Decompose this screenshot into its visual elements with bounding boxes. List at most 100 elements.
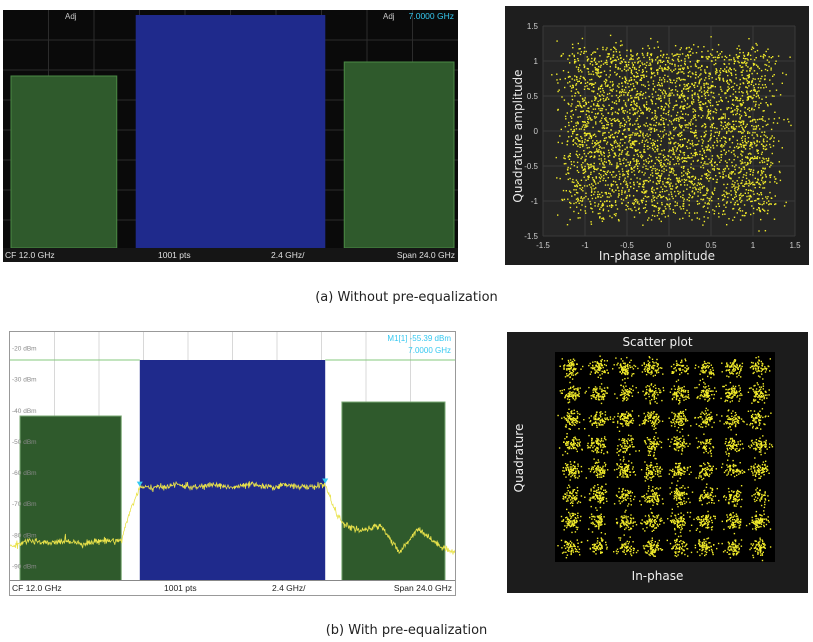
scatter-point [594,142,596,144]
scatter-point [732,113,734,116]
scatter-point [736,47,738,50]
scatter-point [617,112,619,115]
scatter-point [607,53,609,55]
scatter-point [769,143,771,146]
scatter-point [712,465,714,468]
scatter-point [703,216,705,218]
scatter-point [703,46,705,48]
scatter-point [739,389,741,391]
scatter-point [588,151,591,153]
scatter-point [668,134,670,136]
scatter-point [678,544,680,546]
scatter-point [632,541,634,543]
scatter-point [637,201,639,203]
scatter-point [652,204,654,206]
scatter-point [604,166,606,168]
scatter-point [680,420,682,422]
scatter-point [621,85,624,87]
scatter-point [575,153,577,155]
scatter-point [628,423,630,425]
scatter-point [736,145,738,148]
scatter-point [737,131,740,133]
scatter-point [747,66,749,68]
scatter-point [766,212,769,215]
scatter-point [704,546,706,548]
scatter-point [672,59,675,62]
scatter-point [761,197,764,200]
scatter-point [609,69,611,72]
scatter-point [721,56,723,58]
scatter-point [683,83,685,86]
scatter-point [599,212,601,215]
scatter-point [618,92,621,94]
scatter-point [657,207,660,209]
scatter-point [643,186,645,188]
scatter-point [691,83,693,86]
scatter-point [634,474,637,476]
scatter-point [726,89,728,91]
scatter-point [752,131,754,134]
scatter-point [610,184,612,186]
scatter-point [579,95,582,97]
scatter-point [579,217,581,219]
scatter-point [669,184,671,186]
scatter-point [628,129,630,131]
scatter-point [575,191,578,194]
scatter-point [700,78,703,80]
scatter-point [628,141,630,143]
scatter-point [746,58,748,60]
scatter-point [569,428,571,430]
scatter-point [579,103,581,105]
scatter-point [572,178,574,181]
scatter-point [622,544,624,546]
scatter-point [731,389,733,391]
scatter-point [731,437,733,440]
scatter-point [669,62,671,65]
scatter-point [763,87,765,89]
scatter-point [633,170,635,172]
scatter-point [600,419,603,421]
scatter-point [712,122,715,125]
scatter-point [593,493,595,495]
scatter-point [748,85,750,87]
scatter-point [640,94,642,96]
scatter-point [647,52,649,54]
scatter-point [708,111,711,113]
scatter-point [763,510,765,512]
scatter-point [632,107,635,109]
scatter-point [625,204,627,206]
scatter-point [686,174,688,176]
scatter-point [686,172,689,175]
scatter-point [583,50,586,53]
scatter-point [667,111,669,114]
scatter-point [568,75,570,78]
scatter-point [567,76,570,78]
scatter-point [698,60,700,62]
scatter-point [768,200,770,202]
scatter-point [698,81,700,84]
scatter-point [679,494,681,497]
scatter-point [720,99,722,101]
scatter-point [681,67,684,69]
scatter-point [621,193,623,195]
scatter-point [658,194,661,196]
scatter-point [561,142,563,144]
scatter-point [751,544,754,547]
scatter-point [674,544,677,546]
scatter-point [594,191,596,193]
scatter-point [592,179,594,181]
scatter-point [732,547,735,549]
scatter-point [633,79,636,81]
scatter-point [759,393,762,395]
scatter-point [660,54,662,57]
scatter-point [573,55,575,58]
scatter-point [701,95,703,97]
scatter-point [638,135,641,137]
scatter-point [742,146,745,148]
scatter-point [600,158,602,160]
scatter-point [734,191,737,193]
scatter-point [770,57,772,59]
scatter-point [602,467,604,469]
scatter-point [743,54,745,57]
scatter-point [696,217,698,219]
